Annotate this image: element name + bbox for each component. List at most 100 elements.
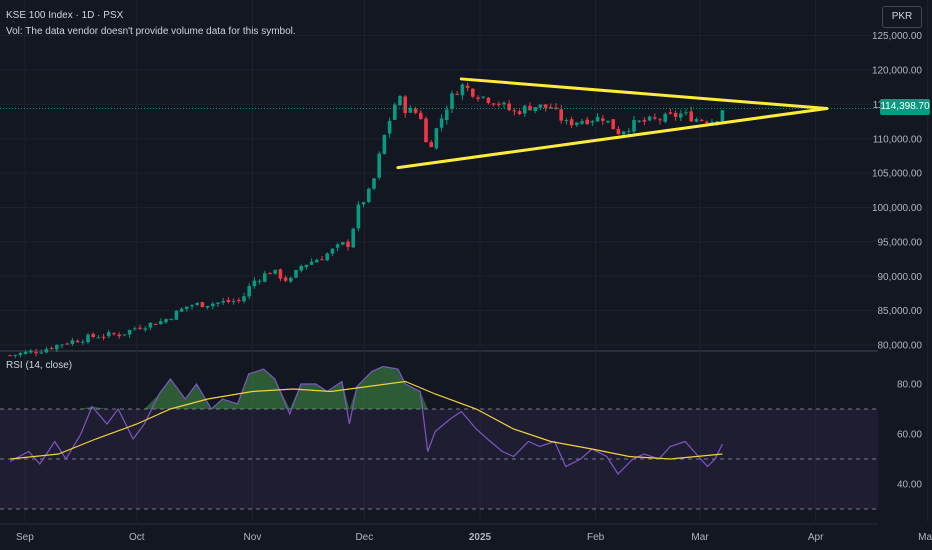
candle — [356, 201, 361, 232]
price-tick-label: 90,000.00 — [878, 272, 923, 283]
price-tick-label: 105,000.00 — [872, 169, 922, 180]
candle-body — [486, 97, 491, 103]
candle-body — [268, 273, 272, 275]
candle-body — [502, 102, 506, 105]
candle-body — [481, 96, 485, 98]
candle-body — [273, 269, 277, 274]
candle — [185, 306, 189, 312]
candle-body — [294, 269, 298, 278]
candle-body — [65, 343, 69, 345]
candle — [455, 90, 459, 96]
candle-body — [720, 110, 725, 122]
candle-body — [439, 118, 444, 128]
candle-body — [34, 351, 38, 354]
price-tick-label: 100,000.00 — [872, 203, 922, 214]
candle — [408, 105, 413, 113]
candle-body — [668, 112, 673, 114]
candle — [590, 120, 595, 126]
candle — [476, 95, 480, 102]
candle-body — [393, 104, 397, 120]
candle — [377, 151, 381, 180]
candle-body — [632, 120, 636, 132]
candle — [18, 352, 23, 358]
candle-body — [159, 321, 163, 325]
time-tick-label: Oct — [129, 532, 145, 543]
rsi-tick-label: 80.00 — [897, 380, 922, 391]
time-tick-label: Nov — [244, 532, 262, 543]
candle — [153, 323, 158, 326]
candle — [278, 268, 283, 282]
candle-body — [575, 122, 579, 125]
candle — [247, 283, 251, 300]
candle — [138, 324, 142, 330]
candle — [393, 102, 397, 121]
price-tick-label: 125,000.00 — [872, 31, 922, 42]
candle-body — [642, 119, 647, 122]
candle-body — [211, 303, 215, 307]
candle-body — [413, 108, 418, 113]
candle — [283, 275, 288, 283]
candle-body — [585, 119, 589, 125]
candle — [372, 177, 376, 191]
candle-body — [549, 107, 553, 109]
candle — [601, 114, 605, 125]
candle — [575, 122, 579, 128]
candle-body — [200, 302, 205, 308]
candle-body — [606, 120, 610, 123]
candle — [569, 116, 574, 129]
candle — [424, 116, 428, 143]
currency-button[interactable]: PKR — [882, 6, 922, 28]
candle — [486, 97, 491, 105]
candle-body — [372, 178, 376, 189]
candle-body — [242, 296, 246, 302]
candle-body — [252, 280, 257, 287]
candle-body — [143, 328, 147, 330]
candle — [413, 106, 418, 115]
rsi-overbought-fill — [10, 366, 723, 409]
candle-body — [601, 118, 605, 121]
candle — [273, 269, 277, 276]
candle-body — [559, 109, 563, 121]
candle-body — [429, 142, 433, 148]
candle — [226, 296, 231, 304]
candle — [195, 301, 199, 307]
candle — [320, 256, 324, 261]
candle-body — [455, 93, 459, 95]
time-tick-label: May — [918, 532, 932, 543]
price-tick-label: 120,000.00 — [872, 66, 922, 77]
candle — [133, 326, 137, 331]
candle-body — [398, 96, 402, 106]
rsi-tick-label: 60.00 — [897, 430, 922, 441]
rsi-legend[interactable]: RSI (14, close) — [6, 360, 73, 371]
candle-body — [450, 93, 454, 109]
candle-body — [117, 334, 121, 337]
candle-body — [653, 117, 657, 119]
candle — [497, 101, 501, 108]
candle-body — [29, 350, 33, 353]
candle-body — [231, 301, 236, 303]
candle — [502, 101, 506, 108]
candle — [231, 298, 236, 305]
candle-body — [221, 301, 225, 303]
candle — [689, 106, 693, 122]
candle — [658, 117, 662, 125]
candle — [159, 318, 163, 325]
candle — [70, 337, 75, 347]
candle — [491, 102, 496, 107]
candle — [96, 334, 101, 339]
candle — [465, 82, 470, 92]
candle — [606, 120, 610, 124]
candle — [507, 99, 511, 112]
candle — [642, 117, 647, 126]
candle-body — [533, 107, 537, 111]
candle — [315, 258, 319, 263]
symbol-title[interactable]: KSE 100 Index · 1D · PSX — [6, 10, 124, 21]
rsi-ma-line — [9, 380, 723, 460]
candle — [351, 227, 355, 248]
candle-body — [658, 119, 662, 121]
candle-body — [528, 105, 532, 111]
candle — [533, 107, 537, 114]
candle-body — [86, 334, 90, 343]
